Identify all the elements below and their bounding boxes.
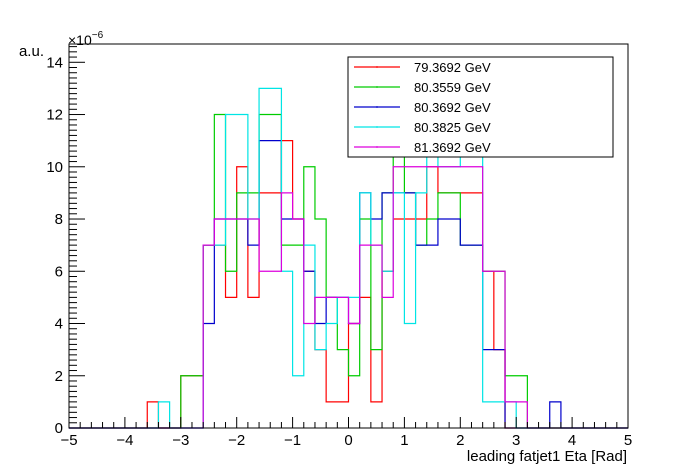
legend-label: 80.3559 GeV (414, 80, 491, 95)
legend-label: 80.3692 GeV (414, 100, 491, 115)
y-tick-label: 2 (55, 368, 63, 385)
x-tick-label: 0 (344, 432, 352, 449)
legend-marker (376, 146, 378, 148)
y-tick-label: 6 (55, 263, 63, 280)
legend-marker (376, 126, 378, 128)
legend-entry: 81.3692 GeV (354, 140, 491, 155)
legend-entry: 80.3692 GeV (354, 100, 491, 115)
legend-entries: 79.3692 GeV 80.3559 GeV 80.3692 GeV 80.3825… (354, 60, 491, 155)
x-tick-label: 4 (568, 432, 576, 449)
y-tick-label: 4 (55, 316, 63, 333)
legend-entry: 80.3559 GeV (354, 80, 491, 95)
legend-label: 79.3692 GeV (414, 60, 491, 75)
legend-marker (376, 106, 378, 108)
x-tick-label: −1 (284, 432, 301, 449)
legend-entry: 79.3692 GeV (354, 60, 491, 75)
legend-marker (376, 66, 378, 68)
y-tick-label: 14 (46, 54, 63, 71)
x-tick-label: −2 (228, 432, 245, 449)
y-multiplier-base: ×10 (68, 32, 92, 48)
y-tick-label: 0 (55, 420, 63, 437)
x-tick-label: −3 (172, 432, 189, 449)
x-tick-label: −5 (60, 432, 77, 449)
y-tick-label: 12 (46, 107, 63, 124)
y-tick-label: 8 (55, 211, 63, 228)
legend-marker (376, 86, 378, 88)
y-axis-label: a.u. (19, 43, 44, 60)
x-axis-label: leading fatjet1 Eta [Rad] (467, 448, 627, 465)
legend-label: 81.3692 GeV (414, 140, 491, 155)
legend-label: 80.3825 GeV (414, 120, 491, 135)
y-axis-multiplier: ×10−6 (68, 30, 104, 48)
x-tick-label: 3 (512, 432, 520, 449)
y-multiplier-exponent: −6 (92, 30, 104, 41)
y-tick-label: 10 (46, 159, 63, 176)
x-tick-label: −4 (116, 432, 133, 449)
x-tick-label: 1 (400, 432, 408, 449)
x-tick-label: 5 (624, 432, 632, 449)
legend-entry: 80.3825 GeV (354, 120, 491, 135)
x-tick-label: 2 (456, 432, 464, 449)
legend: 79.3692 GeV 80.3559 GeV 80.3692 GeV 80.3825… (347, 56, 614, 158)
